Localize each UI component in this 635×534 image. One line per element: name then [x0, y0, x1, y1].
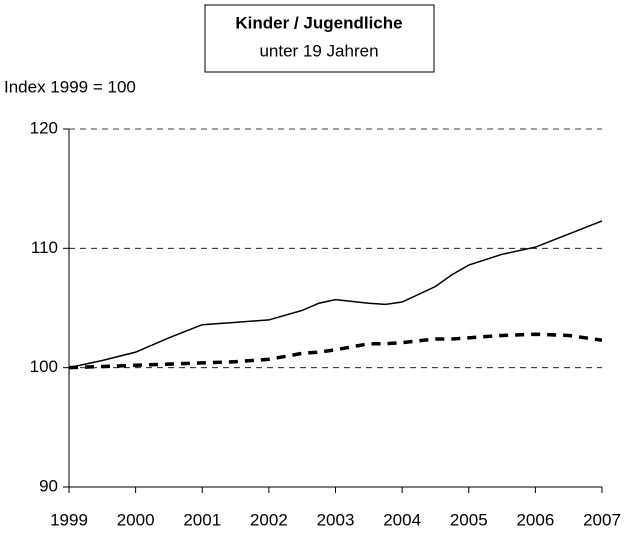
x-tick-label: 2003 — [317, 510, 355, 529]
x-tick-label: 2007 — [583, 510, 621, 529]
y-axis-label: Index 1999 = 100 — [4, 77, 136, 96]
y-tick-label: 120 — [30, 118, 58, 137]
x-tick-label: 2002 — [250, 510, 288, 529]
x-tick-label: 2004 — [383, 510, 421, 529]
y-tick-label: 100 — [30, 357, 58, 376]
x-tick-label: 2006 — [516, 510, 554, 529]
chart-subtitle: unter 19 Jahren — [259, 41, 378, 60]
x-tick-label: 2005 — [450, 510, 488, 529]
y-tick-label: 110 — [31, 238, 58, 257]
chart-title: Kinder / Jugendliche — [235, 13, 402, 32]
x-tick-label: 2000 — [117, 510, 155, 529]
x-tick-label: 2001 — [183, 510, 221, 529]
title-box — [204, 4, 435, 73]
series-line — [68, 220, 603, 369]
x-tick-label: 1999 — [50, 510, 88, 529]
y-tick-label: 90 — [39, 476, 58, 495]
series-line — [68, 332, 603, 370]
